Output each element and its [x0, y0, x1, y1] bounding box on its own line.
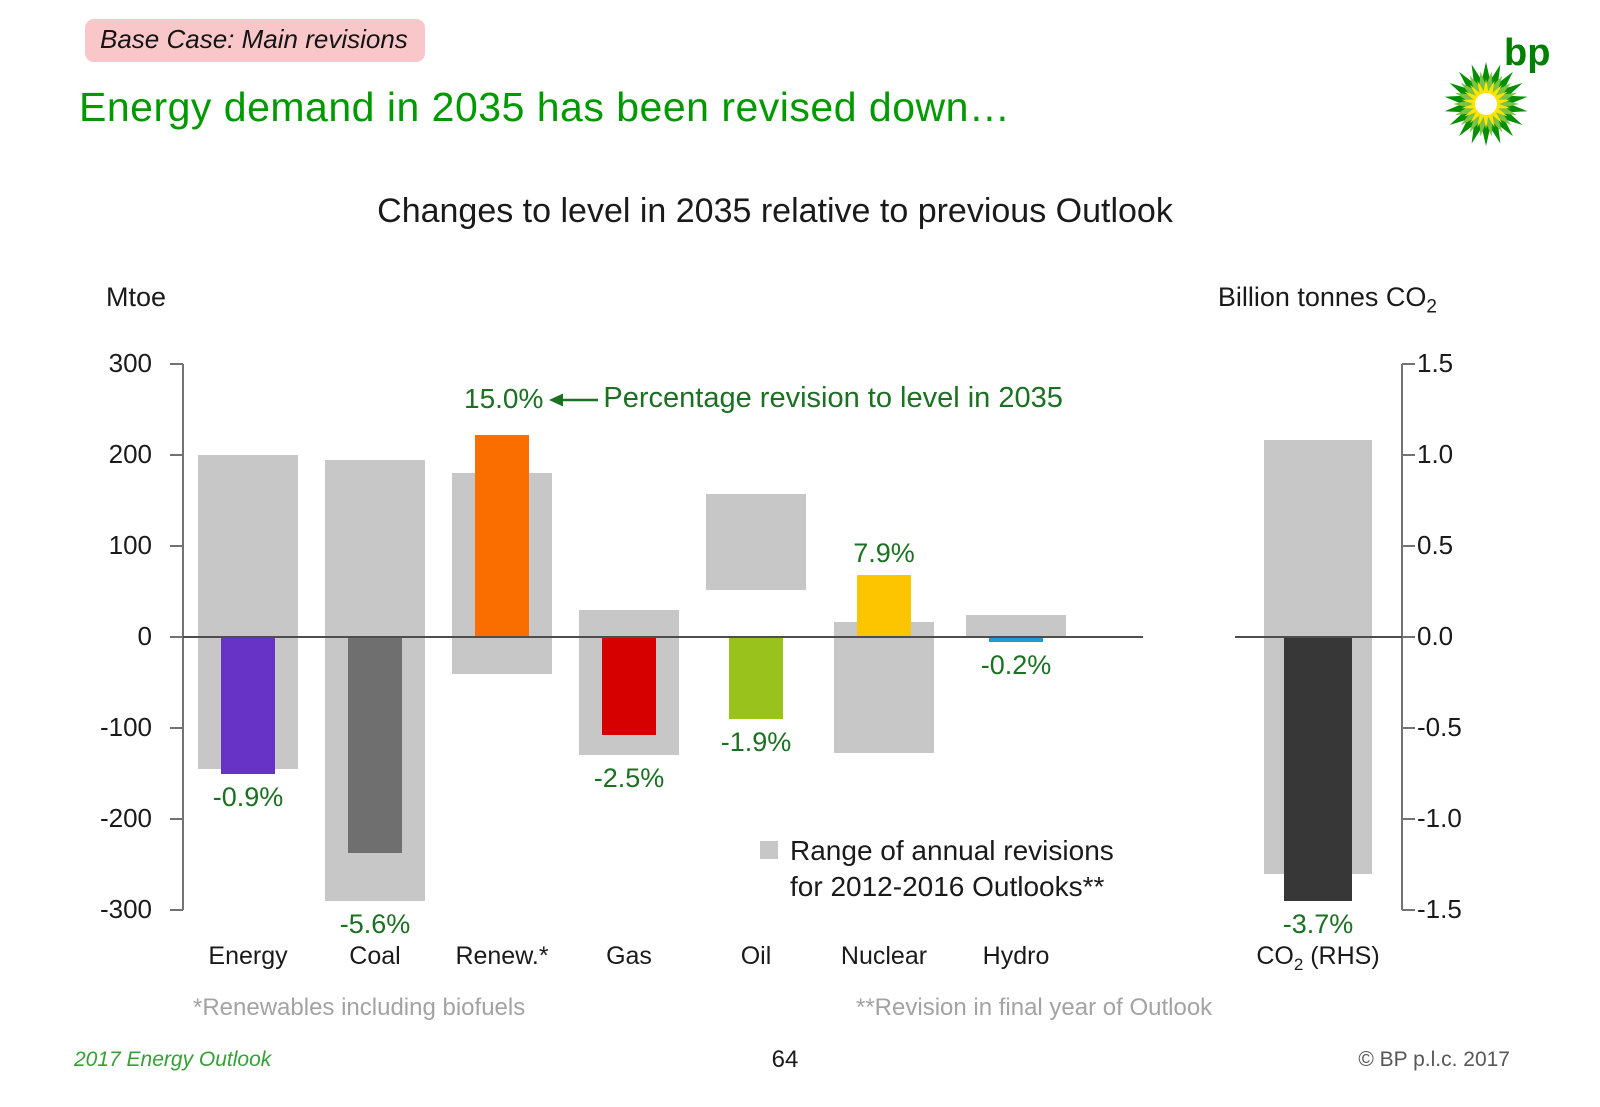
category-label-nuclear: Nuclear	[789, 942, 979, 971]
bp-helios-icon	[1444, 62, 1528, 146]
badge-base-case: Base Case: Main revisions	[85, 19, 425, 62]
zero-line-main	[183, 636, 1143, 638]
category-label-energy: Energy	[153, 942, 343, 971]
annotation-text: Percentage revision to level in 2035	[603, 382, 1063, 414]
left-axis-tick	[170, 636, 183, 638]
left-axis-tick	[170, 545, 183, 547]
right-axis-tick	[1402, 818, 1415, 820]
left-axis-tick	[170, 454, 183, 456]
category-text: Renew.*	[455, 942, 549, 970]
right-axis-tick	[1402, 727, 1415, 729]
legend-label-line2: for 2012-2016 Outlooks**	[790, 871, 1105, 902]
category-label-hydro: Hydro	[921, 942, 1111, 971]
category-label-gas: Gas	[534, 942, 724, 971]
right-axis-tick	[1402, 636, 1415, 638]
category-text: CO	[1256, 942, 1294, 970]
left-axis-tick	[170, 818, 183, 820]
range-bar-oil	[706, 494, 806, 590]
right-axis-tick-label--1.0: -1.0	[1417, 803, 1462, 833]
left-axis-tick-label--100: -100	[99, 712, 152, 742]
pct-label-coal: -5.6%	[339, 908, 411, 939]
right-axis-tick-label-0.0: 0.0	[1417, 621, 1454, 651]
right-axis-unit-label: Billion tonnes CO2	[1205, 282, 1437, 318]
left-axis-tick	[170, 727, 183, 729]
right-axis-tick	[1402, 545, 1415, 547]
left-arrow-icon	[549, 393, 599, 406]
chart-title: Changes to level in 2035 relative to pre…	[377, 192, 1173, 230]
left-axis-tick-label-0: 0	[137, 621, 152, 651]
right-axis-tick	[1402, 363, 1415, 365]
category-text: Hydro	[982, 942, 1050, 970]
right-axis-tick-label--0.5: -0.5	[1417, 712, 1462, 742]
bar-energy	[221, 637, 275, 774]
category-text: Energy	[208, 942, 288, 970]
bar-coal	[348, 637, 402, 853]
category-label-oil: Oil	[661, 942, 851, 971]
renewables-pct-label: 15.0%	[464, 382, 544, 414]
bar-hydro	[989, 637, 1043, 643]
bar-gas	[602, 637, 656, 736]
slide-title: Energy demand in 2035 has been revised d…	[79, 84, 1011, 130]
range-bar-nuclear	[834, 622, 934, 754]
bp-logo: bp	[1444, 32, 1550, 146]
category-text: Coal	[349, 942, 401, 970]
pct-label-energy: -0.9%	[212, 781, 284, 812]
bar-renew	[475, 434, 529, 637]
right-axis-unit-text: Billion tonnes CO	[1217, 282, 1427, 312]
category-text-rest: (RHS)	[1303, 942, 1380, 970]
pct-label-hydro: -0.2%	[980, 650, 1052, 681]
category-label-renew: Renew.*	[407, 942, 597, 971]
right-axis-tick	[1402, 454, 1415, 456]
pct-label-nuclear: 7.9%	[853, 538, 915, 569]
pct-label-co-rhs: -3.7%	[1282, 908, 1354, 939]
left-axis-tick-label-100: 100	[108, 530, 152, 560]
left-axis-tick-label--200: -200	[99, 803, 152, 833]
pct-label-oil: -1.9%	[720, 726, 792, 757]
left-axis-tick-label-300: 300	[108, 348, 152, 378]
range-bar-hydro	[966, 615, 1066, 637]
legend: Range of annual revisions for 2012-2016 …	[760, 833, 1114, 905]
footnote-revision: **Revision in final year of Outlook	[856, 994, 1213, 1021]
renewables-annotation: 15.0% Percentage revision to level in 20…	[464, 382, 1063, 415]
pct-label-gas: -2.5%	[593, 763, 665, 794]
category-text: Oil	[740, 942, 772, 970]
footnote-renewables: *Renewables including biofuels	[193, 994, 526, 1021]
category-text: Gas	[606, 942, 652, 970]
bp-wordmark: bp	[1504, 32, 1550, 74]
legend-label-line1: Range of annual revisions	[790, 835, 1114, 866]
right-axis-tick-label-1.5: 1.5	[1417, 348, 1454, 378]
legend-label: Range of annual revisions for 2012-2016 …	[790, 833, 1114, 905]
zero-line-co2	[1235, 636, 1402, 638]
right-axis-tick-label--1.5: -1.5	[1417, 894, 1462, 924]
right-axis-tick-label-0.5: 0.5	[1417, 530, 1454, 560]
category-subscript: 2	[1293, 955, 1304, 974]
bar-nuclear	[857, 575, 911, 637]
footer-publication: 2017 Energy Outlook	[74, 1048, 272, 1071]
category-label-co-rhs: CO2 (RHS)	[1223, 942, 1413, 975]
left-axis-tick-label--300: -300	[99, 894, 152, 924]
left-axis-tick	[170, 363, 183, 365]
right-axis-tick	[1402, 909, 1415, 911]
right-axis-unit-subscript: 2	[1426, 296, 1437, 318]
bar-oil	[729, 637, 783, 719]
bar-co-rhs	[1284, 637, 1352, 901]
legend-swatch-range	[760, 841, 778, 859]
footer-page-number: 64	[771, 1046, 799, 1073]
right-axis-tick-label-1.0: 1.0	[1417, 439, 1454, 469]
footer-copyright: © BP p.l.c. 2017	[1358, 1048, 1510, 1071]
left-axis-unit-label: Mtoe	[106, 282, 167, 312]
category-text: Nuclear	[840, 942, 928, 970]
category-label-coal: Coal	[280, 942, 470, 971]
left-axis-tick	[170, 909, 183, 911]
left-axis-tick-label-200: 200	[108, 439, 152, 469]
